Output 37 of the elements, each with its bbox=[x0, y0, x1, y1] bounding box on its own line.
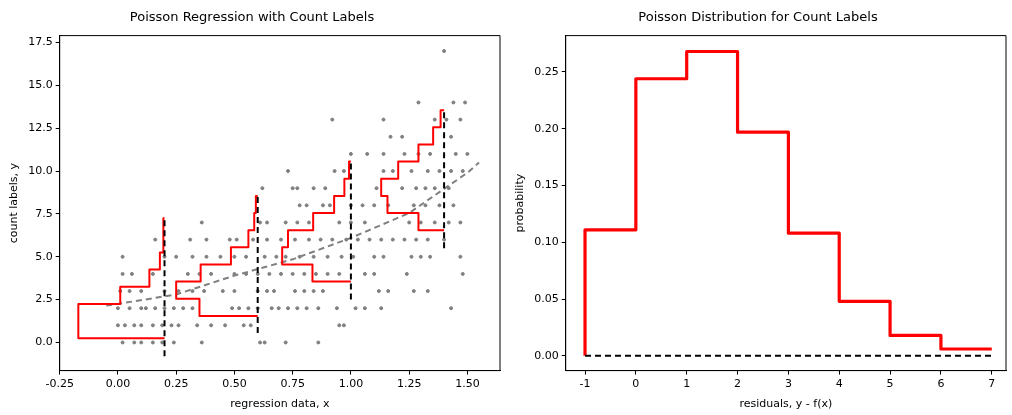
y-tick-label: 0.05 bbox=[534, 291, 559, 305]
x-tick-label: 2 bbox=[734, 377, 742, 391]
y-tick-label: 0.20 bbox=[534, 121, 559, 135]
x-tick-label: 6 bbox=[937, 377, 945, 391]
x-tick-label: 7 bbox=[988, 377, 996, 391]
x-tick-label: 0.00 bbox=[105, 377, 131, 391]
x-tick-label: 0 bbox=[632, 377, 640, 391]
y-tick-label: 10.0 bbox=[28, 163, 53, 177]
y-tick-label: 15.0 bbox=[28, 78, 53, 92]
x-tick-label: -1 bbox=[579, 377, 591, 391]
x-tick-label: 0.25 bbox=[163, 377, 189, 391]
y-tick-label: 0.0 bbox=[35, 335, 53, 349]
y-tick-label: 7.5 bbox=[35, 206, 53, 220]
x-tick-label: -0.25 bbox=[45, 377, 74, 391]
y-tick-label: 0.10 bbox=[534, 235, 559, 249]
x-tick-label: 1.25 bbox=[396, 377, 422, 391]
x-tick-label: 3 bbox=[784, 377, 792, 391]
y-tick-label: 0.00 bbox=[534, 348, 559, 362]
x-axis-title: residuals, y - f(x) bbox=[739, 397, 833, 411]
y-tick-label: 0.25 bbox=[534, 64, 559, 78]
y-axis-title: probability bbox=[513, 173, 527, 233]
x-tick-label: 4 bbox=[835, 377, 843, 391]
y-tick-label: 2.5 bbox=[35, 292, 53, 306]
y-tick-label: 0.15 bbox=[534, 178, 559, 192]
x-tick-label: 0.75 bbox=[280, 377, 305, 391]
x-tick-label: 1.00 bbox=[338, 377, 364, 391]
y-tick-label: 5.0 bbox=[35, 249, 53, 263]
y-tick-label: 12.5 bbox=[28, 121, 53, 135]
chart-title: Poisson Regression with Count Labels bbox=[129, 9, 375, 25]
x-tick-label: 0.50 bbox=[222, 377, 247, 391]
chart-title: Poisson Distribution for Count Labels bbox=[638, 9, 878, 25]
x-axis-title: regression data, x bbox=[230, 397, 330, 411]
y-axis-title: count labels, y bbox=[7, 162, 21, 244]
x-tick-label: 1 bbox=[683, 377, 691, 391]
x-tick-label: 1.50 bbox=[455, 377, 480, 391]
y-tick-label: 17.5 bbox=[28, 35, 53, 49]
x-tick-label: 5 bbox=[886, 377, 894, 391]
